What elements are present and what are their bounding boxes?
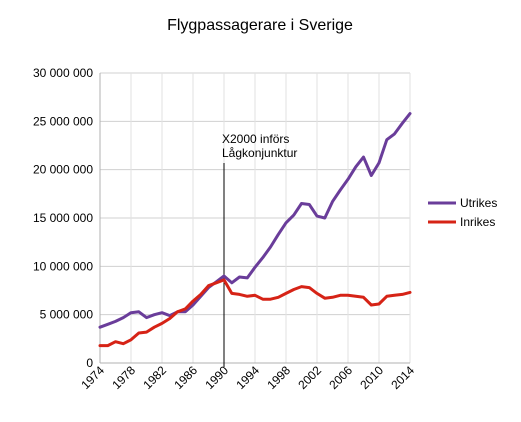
- x-tick-label: 1974: [78, 363, 107, 392]
- grid-layer: [99, 72, 411, 364]
- y-tick-label: 0: [86, 356, 93, 370]
- x-tick-label: 1994: [233, 363, 262, 392]
- x-tick-label: 1998: [264, 363, 293, 392]
- y-tick-label: 10 000 000: [33, 259, 93, 273]
- legend-item-utrikes: Utrikes: [428, 196, 497, 210]
- x-tick-label: 2014: [388, 363, 417, 392]
- y-tick-label: 30 000 000: [33, 66, 93, 80]
- legend-label: Inrikes: [460, 215, 495, 229]
- x-tick-label: 1982: [140, 363, 169, 392]
- legend-label: Utrikes: [460, 196, 497, 210]
- annotation-text: X2000 införs: [222, 132, 289, 146]
- series-line-utrikes: [98, 112, 412, 329]
- x-tick-label: 1990: [202, 363, 231, 392]
- y-tick-label: 25 000 000: [33, 114, 93, 128]
- y-tick-label: 5 000 000: [40, 308, 94, 322]
- series-line-inrikes: [98, 278, 412, 348]
- y-tick-label: 20 000 000: [33, 163, 93, 177]
- x-tick-label: 2010: [357, 363, 386, 392]
- x-tick-label: 2002: [295, 363, 324, 392]
- chart-title: Flygpassagerare i Sverige: [167, 17, 353, 34]
- x-tick-label: 1986: [171, 363, 200, 392]
- legend: Utrikes Inrikes: [428, 196, 497, 229]
- axis-layer: 0 5 000 000 10 000 000 15 000 000 20 000 000…: [33, 66, 417, 392]
- annotation-text: Lågkonjunktur: [222, 146, 297, 160]
- x-tick-label: 2006: [326, 363, 355, 392]
- x-tick-label: 1978: [109, 363, 138, 392]
- y-tick-label: 15 000 000: [33, 211, 93, 225]
- legend-item-inrikes: Inrikes: [428, 215, 495, 229]
- series-layer: [98, 112, 412, 348]
